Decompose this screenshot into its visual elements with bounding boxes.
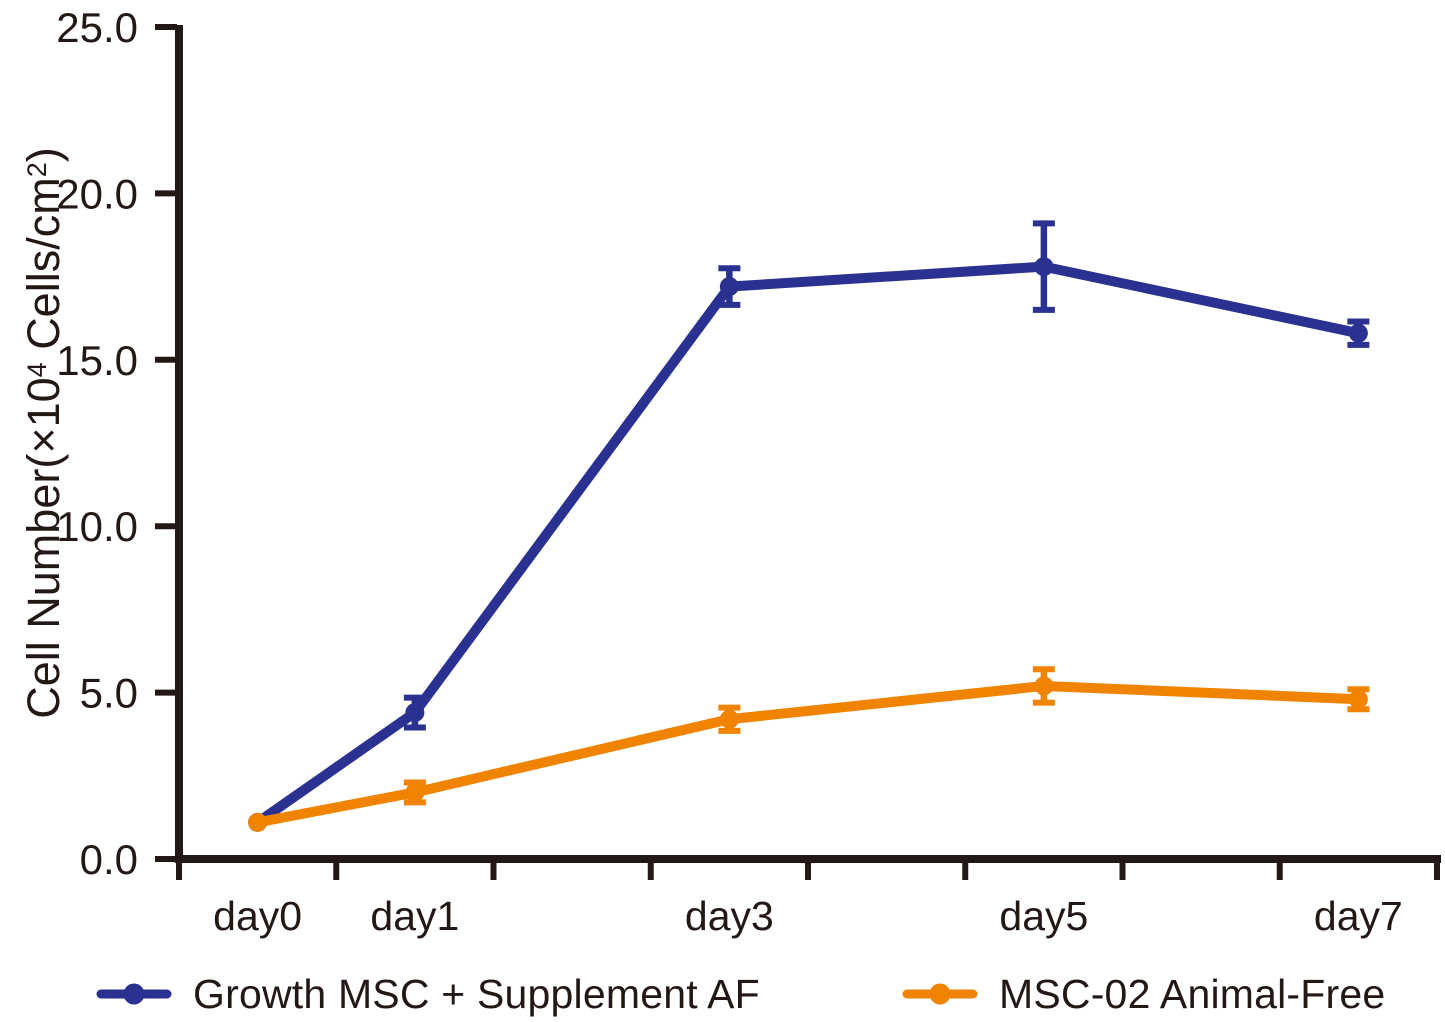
data-point-marker [1348, 323, 1368, 343]
data-point-marker [719, 277, 739, 297]
x-tick-label: day1 [370, 893, 459, 939]
data-point-marker [1348, 689, 1368, 709]
y-tick-label: 0.0 [80, 836, 138, 883]
x-tick-label: day3 [685, 893, 774, 939]
y-tick-label: 15.0 [56, 337, 138, 384]
y-tick-label: 25.0 [56, 4, 138, 51]
data-point-marker [1034, 676, 1054, 696]
y-tick-label: 5.0 [80, 670, 138, 717]
data-point-marker [405, 703, 425, 723]
data-point-marker [719, 709, 739, 729]
data-point-marker [248, 812, 268, 832]
data-point-marker [405, 782, 425, 802]
series-line-0 [252, 261, 1364, 828]
y-tick-label: 20.0 [56, 170, 138, 217]
y-tick-label: 10.0 [56, 503, 138, 550]
x-tick-label: day7 [1314, 893, 1403, 939]
x-tick-label: day0 [213, 893, 302, 939]
data-point-marker [1034, 257, 1054, 277]
x-tick-label: day5 [999, 893, 1088, 939]
